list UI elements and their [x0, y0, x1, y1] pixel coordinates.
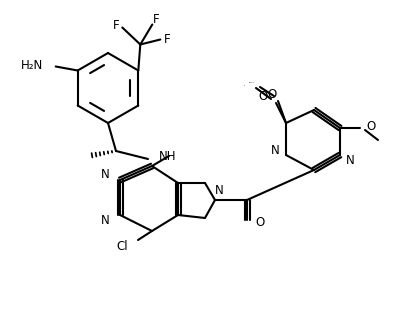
Text: methoxy: methoxy	[249, 81, 255, 83]
Text: F: F	[164, 33, 171, 46]
Text: NH: NH	[159, 149, 177, 162]
Text: O: O	[259, 91, 268, 103]
Text: F: F	[113, 19, 120, 32]
Text: H₂N: H₂N	[20, 59, 43, 72]
Text: O: O	[366, 121, 375, 134]
Text: N: N	[346, 154, 355, 167]
Text: N: N	[215, 184, 223, 197]
Text: O: O	[267, 87, 277, 100]
Text: N: N	[101, 213, 110, 226]
Text: N: N	[101, 169, 110, 182]
Text: F: F	[153, 13, 160, 26]
Text: N: N	[271, 143, 280, 156]
Text: O: O	[255, 216, 264, 229]
Text: Cl: Cl	[116, 240, 128, 253]
